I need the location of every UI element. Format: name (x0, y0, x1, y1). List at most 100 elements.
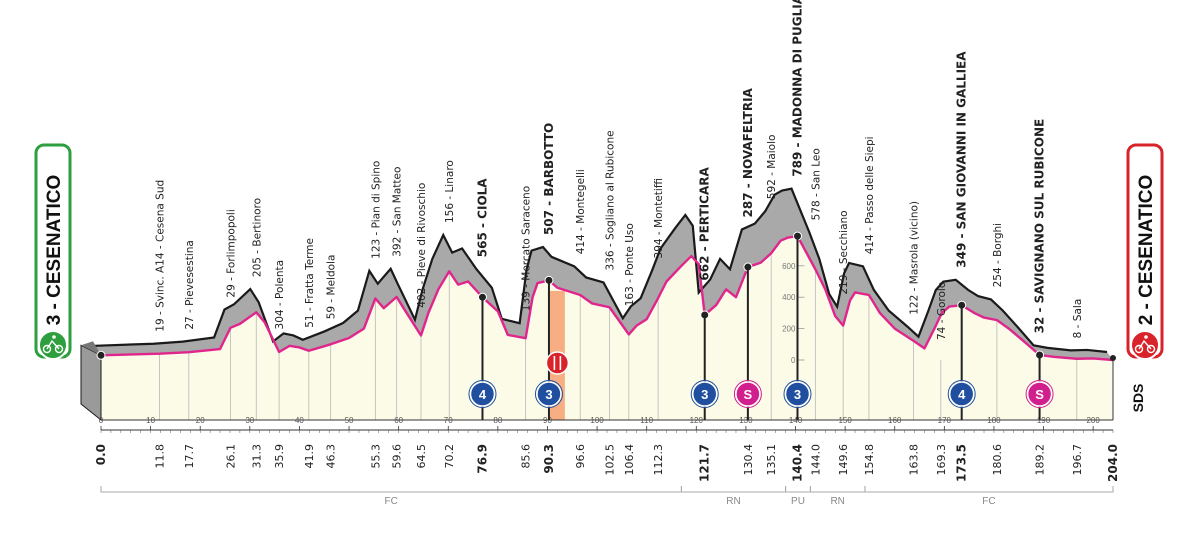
km-tick-label: 90 (543, 416, 552, 425)
distance-label: 31.3 (250, 444, 263, 469)
distance-label: 26.1 (224, 444, 237, 469)
km-tick-label: 110 (640, 416, 653, 425)
cyclist-wheel (1146, 344, 1156, 354)
distance-label: 70.2 (443, 444, 456, 469)
elevation-tick-label: 0 (791, 356, 796, 365)
distance-label: 102.5 (603, 444, 616, 476)
elevation-tick-label: 600 (782, 262, 796, 271)
distance-label: 140.4 (790, 444, 804, 482)
distance-label: 196.7 (1071, 444, 1084, 476)
distance-label: 17.7 (183, 444, 196, 469)
place-label: 156 - Linaro (444, 160, 456, 223)
km-tick-label: 140 (789, 416, 803, 425)
km-tick-label: 0 (99, 416, 104, 425)
distance-label: 180.6 (991, 444, 1004, 476)
sds-logo: SDS (1130, 384, 1146, 413)
region-bracket (864, 486, 1114, 493)
distance-label: 173.5 (955, 444, 969, 482)
climb-category-badge-ring (468, 380, 497, 408)
cyclist-icon (38, 330, 68, 360)
place-label: 8 - Sala (1072, 299, 1084, 339)
distance-label: 85.6 (520, 444, 533, 469)
km-tick-label: 80 (493, 416, 502, 425)
summit-label: 565 - CIOLA (475, 178, 489, 258)
climb-category-badge-label: 3 (545, 387, 552, 402)
finish-dot (1110, 355, 1116, 361)
distance-label: 204.0 (1106, 444, 1120, 482)
distance-label: 0.0 (94, 444, 108, 465)
distance-label: 135.1 (765, 444, 778, 476)
region-label: PU (791, 496, 805, 507)
place-label: 402 - Pieve di Rivoschio (416, 183, 428, 308)
climb-category-badge-label: 4 (958, 387, 966, 402)
summit-label: 662 - PERTICARA (698, 167, 712, 281)
climb-category-badge-label: 3 (701, 387, 708, 402)
place-label: 27 - Pievesestina (184, 240, 196, 330)
climb-category-badge (948, 381, 975, 407)
km-tick-label: 30 (245, 416, 254, 425)
place-label: 163 - Ponte Uso (624, 223, 636, 306)
finish-banner-label: 2 - CESENATICO (1136, 175, 1157, 326)
summit-label: 349 - SAN GIOVANNI IN GALLIEA (955, 51, 969, 268)
distance-label: 46.3 (325, 444, 338, 469)
climb-category-badge-label: 3 (794, 387, 801, 402)
km-tick-label: 70 (444, 416, 453, 425)
place-label: 139 - Mercato Saraceno (521, 186, 533, 311)
km-tick-label: 160 (888, 416, 902, 425)
climb-category-badge (691, 381, 718, 407)
place-label: 59 - Meldola (326, 255, 338, 320)
profile-left-top (81, 341, 101, 356)
profile-road-line (100, 234, 1114, 362)
distance-label: 55.3 (369, 444, 382, 469)
distance-label: 121.7 (698, 444, 712, 482)
distance-label: 64.5 (415, 444, 428, 469)
distance-label: 112.3 (652, 444, 665, 476)
km-tick-label: 60 (394, 416, 403, 425)
place-label: 336 - Sogliano al Rubicone (604, 130, 616, 270)
sprint-badge (735, 381, 761, 407)
sprint-badge-label: S (1035, 387, 1044, 402)
place-label: 51 - Fratta Terme (304, 238, 316, 328)
cyclist-wheel (42, 344, 52, 354)
km-tick-label: 20 (196, 416, 205, 425)
km-tick-label: 50 (345, 416, 354, 425)
distance-label: 189.2 (1034, 444, 1047, 476)
km-tick-label: 120 (690, 416, 704, 425)
distance-label: 35.9 (273, 444, 286, 469)
start-banner-label: 3 - CESENATICO (44, 175, 65, 326)
region-label: FC (982, 496, 995, 507)
region-label: RN (726, 496, 740, 507)
climb-category-badge-ring (534, 380, 563, 408)
distance-label: 106.4 (623, 444, 636, 476)
distance-label: 96.6 (574, 444, 587, 469)
distance-label: 144.0 (809, 444, 822, 476)
profile-ridge-line (94, 187, 1108, 354)
sprint-badge-ring (733, 380, 762, 408)
sprint-badge-label: S (744, 387, 753, 402)
summit-label: 32 - SAVIGNANO SUL RUBICONE (1033, 119, 1047, 334)
cyclist-head (1144, 335, 1148, 339)
region-bracket (809, 486, 866, 493)
distance-label: 130.4 (742, 444, 755, 476)
summit-label: 789 - MADONNA DI PUGLIANO (790, 0, 804, 177)
region-label: RN (830, 496, 844, 507)
cyclist-icon (1130, 330, 1160, 360)
km-tick-label: 10 (146, 416, 155, 425)
elevation-tick-label: 200 (782, 325, 796, 334)
place-label: 578 - San Leo (810, 148, 822, 220)
climb-category-badge-ring (690, 380, 719, 408)
km-tick-label: 40 (295, 416, 304, 425)
place-label: 219 - Secchiano (838, 210, 850, 294)
km-tick-label: 200 (1086, 416, 1100, 425)
region-bracket (680, 486, 787, 493)
profile-relief-band (95, 188, 1113, 360)
place-label: 123 - Pian di Spino (370, 161, 382, 259)
fork-knife-icon (545, 351, 570, 375)
region-label: FC (385, 496, 398, 507)
cyclist-wheel (54, 344, 64, 354)
climb-category-badge (469, 381, 496, 407)
climb-category-badge (784, 381, 811, 407)
km-tick-label: 130 (739, 416, 753, 425)
distance-label: 59.6 (391, 444, 404, 469)
